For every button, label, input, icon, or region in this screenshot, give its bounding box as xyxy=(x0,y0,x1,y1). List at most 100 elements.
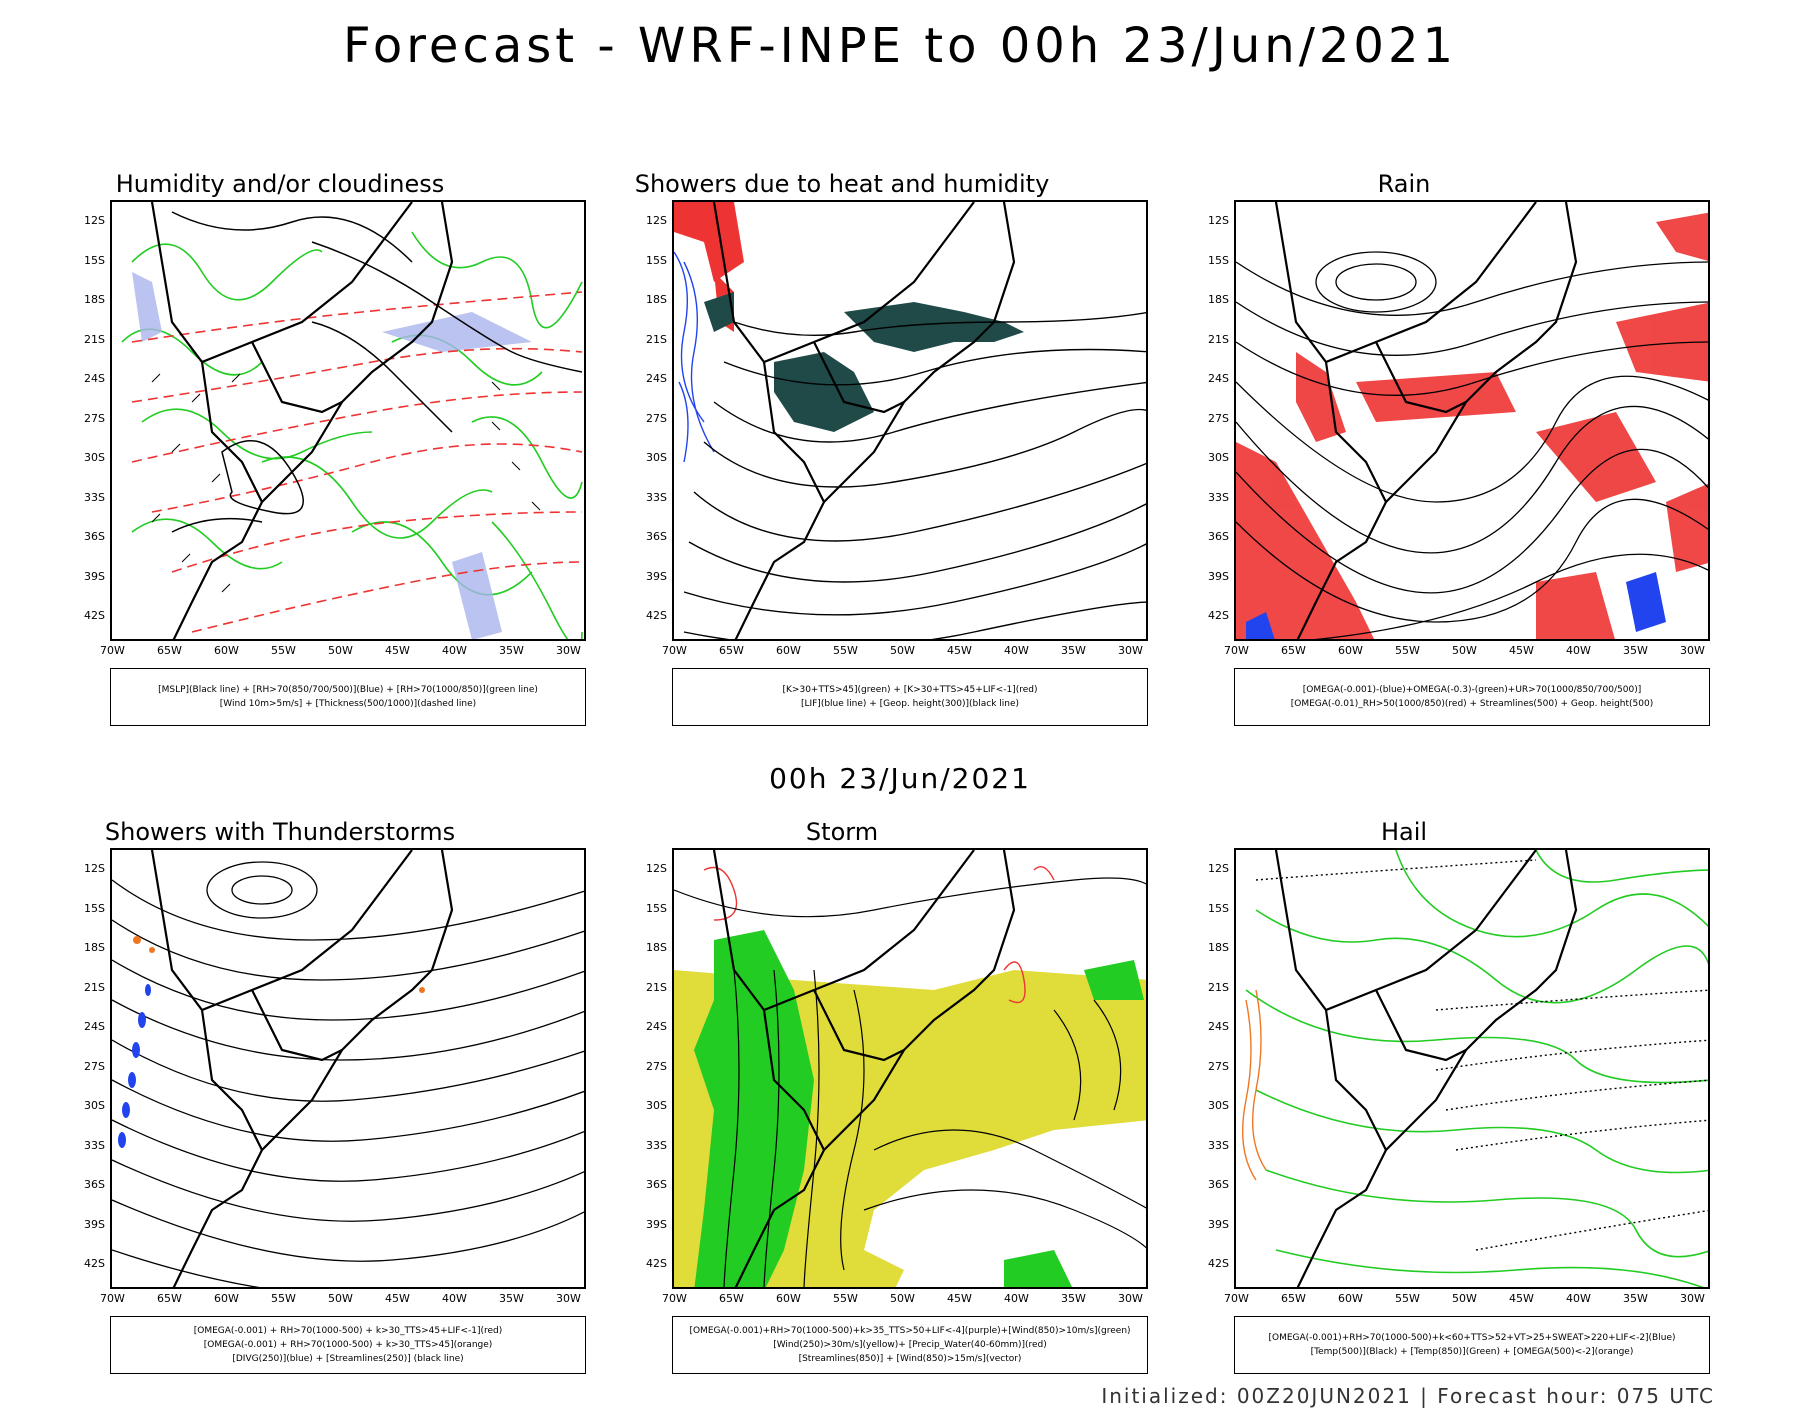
lon-tick-label: 45W xyxy=(385,644,410,657)
lif-blue-contours xyxy=(674,251,715,463)
lat-tick-label: 36S xyxy=(1208,1178,1229,1191)
lon-tick-label: 60W xyxy=(1338,644,1363,657)
lat-tick-label: 18S xyxy=(1208,941,1229,954)
green-humidity-contours xyxy=(121,231,583,639)
panel-title: Hail xyxy=(1380,818,1428,846)
panel-hail: Hail xyxy=(1124,818,1710,1378)
map-frame xyxy=(672,848,1148,1289)
lat-tick-label: 15S xyxy=(646,901,667,915)
legend-line: [Streamlines(850)] + [Wind(850)>15m/s](v… xyxy=(798,1354,1022,1364)
lat-tick-label: 21S xyxy=(646,980,667,994)
map-svg xyxy=(674,850,1146,1287)
lon-tick-label: 30W xyxy=(1118,1292,1143,1305)
lat-tick-label: 30S xyxy=(646,451,667,464)
lon-tick-label: 35W xyxy=(499,1292,524,1305)
lat-tick-label: 12S xyxy=(646,862,667,875)
lat-tick-label: 24S xyxy=(84,372,105,385)
lat-tick-label: 42S xyxy=(84,609,105,622)
lat-tick-label: 39S xyxy=(646,569,667,583)
lon-tick-label: 30W xyxy=(556,644,581,657)
lat-tick-label: 27S xyxy=(1208,411,1229,425)
panel-title: Storm xyxy=(805,818,879,846)
streamlines-500 xyxy=(1236,251,1708,639)
lon-tick-label: 40W xyxy=(1004,1292,1029,1305)
lat-tick-label: 18S xyxy=(646,293,667,306)
legend-box: [OMEGA(-0.001) + RH>70(1000-500) + k>30_… xyxy=(110,1316,586,1374)
lat-tick-label: 12S xyxy=(84,214,105,227)
legend-line: [Temp(500)](Black) + [Temp(850)](Green) … xyxy=(1310,1347,1634,1357)
map-frame xyxy=(1234,200,1710,641)
lat-tick-label: 24S xyxy=(646,1020,667,1033)
panel-title: Humidity and/or cloudiness xyxy=(115,170,445,198)
lon-tick-label: 70W xyxy=(1224,1292,1249,1305)
lat-tick-label: 24S xyxy=(1208,372,1229,385)
lat-tick-label: 21S xyxy=(84,332,105,346)
lon-tick-label: 55W xyxy=(833,644,858,657)
lon-tick-label: 65W xyxy=(719,644,744,657)
panel-humidity: Humidity and/or cloudiness xyxy=(0,170,586,730)
lat-tick-label: 15S xyxy=(646,253,667,267)
legend-box: [MSLP](Black line) + [RH>70(850/700/500)… xyxy=(110,668,586,726)
lon-tick-label: 45W xyxy=(947,1292,972,1305)
lon-tick-label: 30W xyxy=(556,1292,581,1305)
lat-tick-label: 18S xyxy=(84,293,105,306)
lat-tick-label: 24S xyxy=(1208,1020,1229,1033)
lon-tick-label: 35W xyxy=(1623,1292,1648,1305)
lat-tick-label: 21S xyxy=(646,332,667,346)
legend-box: [OMEGA(-0.001)-(blue)+OMEGA(-0.3)-(green… xyxy=(1234,668,1710,726)
lat-tick-label: 15S xyxy=(1208,253,1229,267)
blue-divergence-cells xyxy=(118,984,151,1148)
lon-tick-label: 50W xyxy=(1452,644,1477,657)
lat-tick-label: 39S xyxy=(1208,569,1229,583)
lat-tick-label: 12S xyxy=(1208,862,1229,875)
panel-title: Showers due to heat and humidity xyxy=(634,170,1050,198)
lat-tick-label: 15S xyxy=(1208,901,1229,915)
lon-tick-label: 45W xyxy=(1509,644,1534,657)
lat-tick-label: 33S xyxy=(1208,1138,1229,1152)
coastline-borders xyxy=(150,202,454,639)
lat-tick-label: 33S xyxy=(646,490,667,504)
lon-tick-label: 65W xyxy=(1281,1292,1306,1305)
legend-box: [K>30+TTS>45](green) + [K>30+TTS>45+LIF<… xyxy=(672,668,1148,726)
page-title: Forecast - WRF-INPE to 00h 23/Jun/2021 xyxy=(342,18,1458,74)
streamlines-250 xyxy=(112,861,584,1287)
lat-tick-label: 39S xyxy=(1208,1217,1229,1231)
legend-line: [OMEGA(-0.001) + RH>70(1000-500) + k>30_… xyxy=(203,1340,493,1350)
lat-tick-label: 36S xyxy=(646,530,667,543)
lat-tick-label: 18S xyxy=(646,941,667,954)
lon-tick-label: 70W xyxy=(100,644,125,657)
lon-tick-label: 65W xyxy=(719,1292,744,1305)
lon-tick-label: 40W xyxy=(1004,644,1029,657)
lon-tick-label: 55W xyxy=(833,1292,858,1305)
lon-tick-label: 30W xyxy=(1118,644,1143,657)
green-wind-areas xyxy=(694,930,1144,1287)
lon-tick-label: 55W xyxy=(1395,644,1420,657)
lon-tick-label: 60W xyxy=(1338,1292,1363,1305)
temp850-green-contours xyxy=(1245,850,1708,1287)
legend-line: [OMEGA(-0.001) + RH>70(1000-500) + k>30_… xyxy=(193,1326,503,1336)
lat-tick-label: 42S xyxy=(646,609,667,622)
lat-tick-label: 33S xyxy=(84,490,105,504)
orange-omega xyxy=(1242,989,1267,1181)
lon-tick-label: 70W xyxy=(662,644,687,657)
map-frame xyxy=(110,848,586,1289)
lat-tick-label: 27S xyxy=(84,411,105,425)
lon-tick-label: 35W xyxy=(1061,1292,1086,1305)
panel-title: Rain xyxy=(1377,170,1431,198)
lon-tick-label: 70W xyxy=(1224,644,1249,657)
orange-cells xyxy=(133,936,425,993)
lon-tick-label: 50W xyxy=(890,1292,915,1305)
lat-tick-label: 36S xyxy=(84,530,105,543)
mslp-isobars xyxy=(171,211,583,533)
lat-tick-label: 24S xyxy=(646,372,667,385)
lat-tick-label: 39S xyxy=(84,569,105,583)
lon-tick-label: 55W xyxy=(1395,1292,1420,1305)
legend-line: [OMEGA(-0.001)+RH>70(1000-500)+k<60+TTS>… xyxy=(1268,1333,1676,1343)
lon-tick-label: 55W xyxy=(271,644,296,657)
panel-rain: Rain xyxy=(1124,170,1710,730)
valid-time-title: 00h 23/Jun/2021 xyxy=(769,762,1031,795)
lat-tick-label: 21S xyxy=(1208,332,1229,346)
lat-tick-label: 33S xyxy=(1208,490,1229,504)
lat-tick-label: 39S xyxy=(84,1217,105,1231)
coastline-borders xyxy=(1274,202,1578,639)
